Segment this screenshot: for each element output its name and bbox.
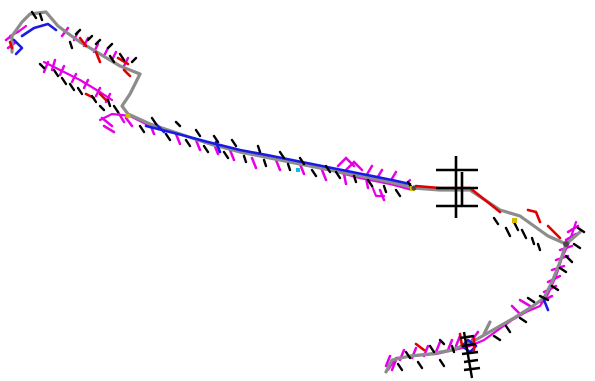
black-ticks-upper: [30, 10, 138, 64]
cross-marker-bars: [436, 168, 478, 208]
junction-marker-2[interactable]: [411, 185, 417, 191]
blue-corridor-line: [144, 124, 412, 186]
red-right-segment: [526, 208, 562, 240]
blue-segments: [12, 22, 550, 354]
magenta-route-segments: [8, 24, 578, 372]
road-right-leg: [384, 242, 568, 374]
red-lower-ticks: [8, 40, 476, 352]
point-markers[interactable]: [125, 113, 570, 248]
magenta-ticks-a: [4, 32, 134, 134]
black-ticks-right: [492, 216, 542, 252]
blue-upper-left: [12, 22, 58, 56]
black-ticks-branch: [38, 62, 120, 114]
road-small-spur: [482, 320, 492, 336]
red-segments: [8, 36, 562, 352]
cyan-marker[interactable]: [296, 168, 300, 172]
black-ticks-bottom: [396, 338, 456, 372]
magenta-ticks-c: [148, 122, 386, 202]
black-tick-marker: [30, 10, 586, 372]
magenta-upper-branch: [42, 60, 114, 102]
black-ticks-corridor: [138, 116, 414, 198]
blue-corridor-ticks: [154, 122, 222, 154]
black-cross-marker-small[interactable]: [459, 331, 481, 379]
black-cross-marker[interactable]: [436, 156, 478, 218]
magenta-branch-segments: [4, 26, 580, 372]
small-cross-bars: [459, 334, 481, 372]
red-upper-ticks: [78, 36, 132, 102]
junction-marker[interactable]: [563, 241, 569, 247]
yellow-marker-2[interactable]: [512, 218, 517, 223]
road-centerline: [10, 10, 582, 374]
magenta-ticks-d: [336, 156, 398, 184]
magenta-ticks-f: [384, 330, 480, 372]
road-upper-loop: [10, 10, 142, 116]
black-ticks-right-leg: [492, 226, 586, 342]
yellow-marker-3[interactable]: [125, 113, 131, 119]
